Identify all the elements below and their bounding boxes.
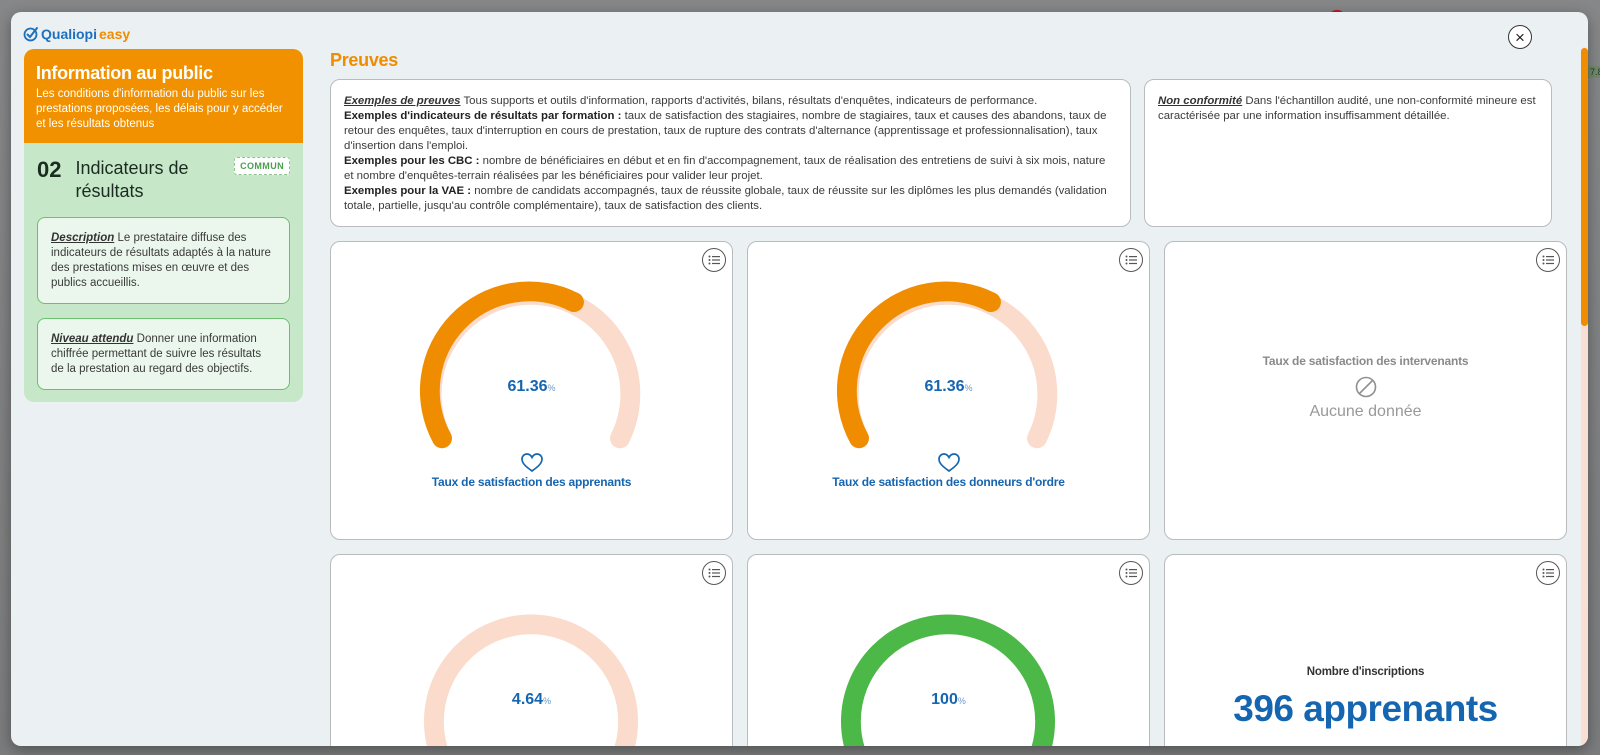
widget-menu-button[interactable] xyxy=(1536,561,1560,585)
scrollbar-thumb[interactable] xyxy=(1581,48,1588,326)
donut-value: 4.64% xyxy=(511,691,552,708)
logo-text-qualiopi: Qualiopi xyxy=(41,26,97,42)
indicator-modal: Qualiopi easy × Information au public Les… xyxy=(11,12,1588,746)
widget-menu-button[interactable] xyxy=(1119,561,1143,585)
vae-text: nombre de candidats accompagnés, taux de… xyxy=(344,185,1107,212)
backdrop-tag: 7.8 xyxy=(1588,66,1600,78)
nodata-text: Aucune donnée xyxy=(1309,403,1422,420)
widget-satisfaction-donneurs-ordre: 61.36% Taux de satisfaction des donneurs… xyxy=(747,241,1150,540)
criterion-header: Information au public Les conditions d'i… xyxy=(24,49,303,143)
gauge-value: 61.36% xyxy=(507,378,556,395)
widget-menu-button[interactable] xyxy=(1119,248,1143,272)
examples-lead-text: Tous supports et outils d'information, r… xyxy=(460,95,1038,107)
formation-text: taux de satisfaction des stagiaires, nom… xyxy=(344,110,1107,152)
scrollbar-track[interactable] xyxy=(1581,47,1588,746)
close-icon: × xyxy=(1515,27,1525,47)
count-value: 396 apprenants xyxy=(1233,688,1498,729)
close-button[interactable]: × xyxy=(1508,25,1532,49)
widget-menu-button[interactable] xyxy=(702,248,726,272)
criterion-panel: Information au public Les conditions d'i… xyxy=(24,49,303,402)
cbc-text: nombre de bénéficiaires en début et en f… xyxy=(344,155,1106,182)
nodata-title: Taux de satisfaction des intervenants xyxy=(1262,354,1469,368)
examples-lead-label: Exemples de preuves xyxy=(344,95,461,107)
non-conformite-label: Non conformité xyxy=(1158,95,1243,107)
donut-chart xyxy=(424,614,638,746)
description-note: Description Le prestataire diffuse des i… xyxy=(37,217,290,304)
gauge-label: Taux de satisfaction des apprenants xyxy=(431,475,632,489)
gauge-chart xyxy=(419,281,641,449)
niveau-label: Niveau attendu xyxy=(51,333,134,345)
description-text: Le prestataire diffuse des indicateurs d… xyxy=(51,232,271,289)
indicator-number: 02 xyxy=(37,157,62,182)
widget-satisfaction-apprenants: 61.36% Taux de satisfaction des apprenan… xyxy=(330,241,733,540)
gauge-value: 61.36% xyxy=(924,378,973,395)
list-icon xyxy=(708,255,720,265)
donut-chart xyxy=(841,614,1055,746)
widget-satisfaction-intervenants: Taux de satisfaction des intervenants Au… xyxy=(1164,241,1567,540)
formation-label: Exemples d'indicateurs de résultats par … xyxy=(344,110,622,122)
no-entry-icon xyxy=(1355,376,1376,398)
heart-icon xyxy=(520,453,543,473)
niveau-text: Donner une information chiffrée permetta… xyxy=(51,333,262,375)
gauge-chart xyxy=(836,281,1058,449)
widget-menu-button[interactable] xyxy=(1536,248,1560,272)
list-icon xyxy=(708,568,720,578)
non-conformite-card: Non conformité Dans l'échantillon audité… xyxy=(1144,79,1552,227)
indicator-title: Indicateurs de résultats xyxy=(75,158,189,201)
count-label: Nombre d'inscriptions xyxy=(1306,666,1425,678)
niveau-attendu-note: Niveau attendu Donner une information ch… xyxy=(37,318,290,390)
widget-ring-4-64: 4.64% xyxy=(330,554,733,746)
donut-value: 100% xyxy=(931,691,966,708)
non-conformite-text: Dans l'échantillon audité, une non-confo… xyxy=(1158,95,1536,122)
heart-icon xyxy=(937,453,960,473)
logo-text-easy: easy xyxy=(99,26,131,42)
criterion-subtitle: Les conditions d'information du public s… xyxy=(36,88,283,130)
examples-card: Exemples de preuves Tous supports et out… xyxy=(330,79,1131,227)
widget-menu-button[interactable] xyxy=(702,561,726,585)
list-icon xyxy=(1125,568,1137,578)
vae-label: Exemples pour la VAE : xyxy=(344,185,472,197)
app-logo: Qualiopi easy xyxy=(23,26,130,42)
commun-badge: COMMUN xyxy=(234,157,290,175)
indicator-heading: 02 Indicateurs de résultats COMMUN xyxy=(37,157,290,203)
widget-ring-100: 100% xyxy=(747,554,1150,746)
description-label: Description xyxy=(51,232,115,244)
indicator-box: 02 Indicateurs de résultats COMMUN Descr… xyxy=(24,143,303,402)
widget-nombre-inscriptions: Nombre d'inscriptions 396 apprenants xyxy=(1164,554,1567,746)
criterion-title: Information au public xyxy=(36,63,213,83)
gauge-label: Taux de satisfaction des donneurs d'ordr… xyxy=(832,475,1065,489)
list-icon xyxy=(1125,255,1137,265)
list-icon xyxy=(1542,255,1554,265)
cbc-label: Exemples pour les CBC : xyxy=(344,155,480,167)
check-circle-icon xyxy=(23,27,38,42)
section-title: Preuves xyxy=(330,50,398,70)
list-icon xyxy=(1542,568,1554,578)
